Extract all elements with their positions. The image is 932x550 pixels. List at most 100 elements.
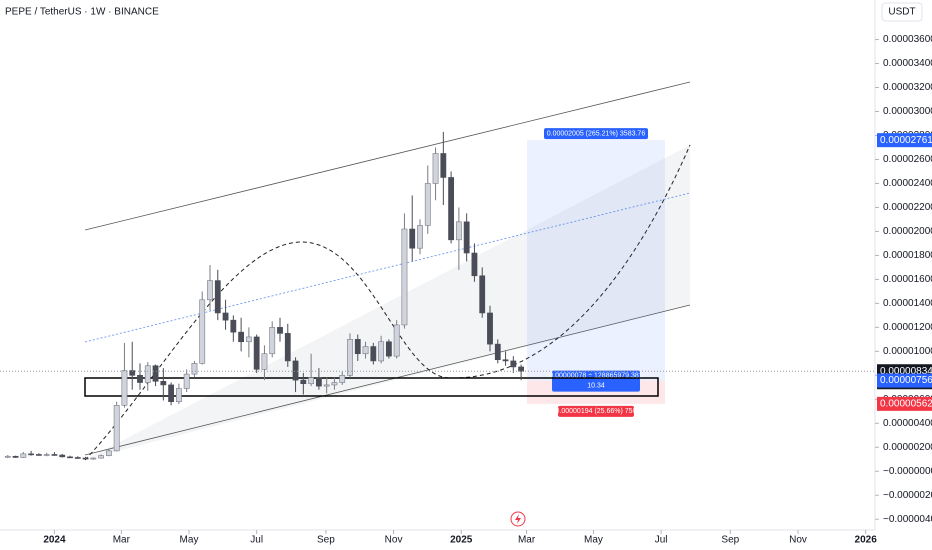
candle-body — [20, 453, 27, 458]
y-tick-label: 0.00001800 — [883, 250, 932, 261]
candle-body — [152, 365, 159, 382]
candle-body — [518, 366, 525, 372]
support-zone — [84, 377, 659, 397]
candle-body — [417, 225, 423, 249]
candle-body — [12, 455, 19, 458]
candle-body — [378, 341, 385, 362]
y-tick-label: 0.00003200 — [883, 82, 932, 93]
candle-body — [370, 346, 377, 362]
y-tick-label: 0.00003400 — [883, 58, 932, 69]
channel-upper — [84, 81, 691, 231]
candle-body — [183, 373, 190, 389]
candle-body — [362, 346, 369, 355]
candle-body — [253, 336, 260, 370]
candle-body — [331, 382, 338, 386]
y-tick-label: 0.00002600 — [883, 154, 932, 165]
ratio-label: 0.00000078 ÷ 128865979.381 — [549, 372, 642, 379]
event-icon-bolt — [515, 514, 521, 524]
ratio-label-bg — [552, 370, 640, 392]
candle-body — [502, 359, 509, 362]
stop-label: 0.00000194 (25.66%) 750 — [556, 408, 637, 415]
x-tick-label: Sep — [317, 535, 335, 546]
arc-path — [84, 144, 691, 461]
x-tick-label: Mar — [518, 535, 536, 546]
profit-zone — [527, 140, 665, 381]
candle-body — [510, 360, 517, 368]
candle-body — [284, 333, 291, 362]
candle-body — [129, 370, 136, 376]
y-tick-label: 0.00000400 — [883, 418, 932, 429]
x-tick-label: Nov — [385, 535, 403, 546]
candle-body — [494, 343, 501, 361]
candle-body — [385, 341, 392, 357]
candle-body — [424, 183, 431, 226]
candle-body — [277, 327, 283, 334]
candle-body — [300, 379, 307, 385]
candle-body — [105, 450, 112, 456]
candle-body — [168, 384, 175, 402]
candle-body — [409, 228, 416, 249]
stop-label-bg — [558, 405, 634, 417]
target-label: 0.00002005 (265.21%) 3583.76 — [547, 131, 646, 138]
candle-body — [214, 280, 221, 314]
candle-body — [292, 360, 299, 381]
candle-body — [160, 381, 167, 386]
stop-price-bg — [877, 396, 932, 411]
candle-body — [74, 457, 81, 459]
channel-lower — [84, 304, 691, 456]
candle-body — [393, 324, 400, 357]
candle-body — [144, 365, 151, 383]
y-tick-label: 0.00002200 — [883, 202, 932, 213]
candle-body — [432, 153, 439, 184]
candle-body — [323, 384, 330, 387]
target-price: 0.00002761 — [880, 135, 932, 146]
candle-body — [121, 370, 128, 406]
candle-body — [90, 457, 97, 460]
candle-body — [175, 388, 182, 402]
candle-body — [487, 312, 493, 345]
candle-body — [308, 377, 315, 385]
candle-body — [455, 221, 462, 241]
candle-body — [479, 275, 486, 314]
x-tick-label: Jul — [655, 535, 668, 546]
y-tick-label: −0.00000200 — [883, 490, 932, 501]
candle-body — [347, 339, 353, 376]
candle-body — [207, 280, 213, 301]
candle-body — [28, 453, 35, 456]
target-label-bg — [544, 128, 648, 140]
candle-body — [51, 454, 58, 456]
y-tick-label: 0.00003600 — [883, 34, 932, 45]
x-tick-label: May — [180, 535, 199, 546]
chart-title: PEPE / TetherUS · 1W · BINANCE — [5, 7, 159, 18]
channel-fill — [85, 145, 690, 460]
x-tick-label: Sep — [721, 535, 739, 546]
candle-body — [4, 455, 11, 458]
position-tool: 0.00002005 (265.21%) 3583.76 0.00000078 ÷… — [527, 128, 665, 417]
candle-body — [448, 177, 455, 241]
candle-body — [463, 221, 470, 254]
candle-body — [315, 377, 322, 387]
y-tick-label: 0.00000200 — [883, 442, 932, 453]
candle-body — [440, 153, 447, 178]
candle-body — [269, 327, 276, 355]
currency-box — [881, 2, 923, 22]
candle-body — [230, 319, 237, 333]
y-tick-label: −0.00000400 — [883, 514, 932, 525]
x-tick-label: 2026 — [855, 535, 878, 546]
candle-body — [222, 312, 229, 321]
target-price-bg — [877, 133, 932, 148]
stop-price: 0.00000562 — [880, 398, 932, 409]
y-tick-label: −0.00000000 — [883, 466, 932, 477]
y-tick-label: 0.00003000 — [883, 106, 932, 117]
y-tick-label: 0.00001000 — [883, 346, 932, 357]
x-tick-label: 2024 — [43, 535, 66, 546]
y-tick-label: 0.00002000 — [883, 226, 932, 237]
candle-body — [261, 353, 268, 370]
drawings — [84, 81, 691, 461]
candle-body — [137, 375, 143, 383]
candle-body — [199, 299, 206, 364]
candle-body — [82, 457, 89, 460]
entry-price: 0.00000756 — [880, 375, 932, 386]
x-tick-label: Nov — [789, 535, 807, 546]
